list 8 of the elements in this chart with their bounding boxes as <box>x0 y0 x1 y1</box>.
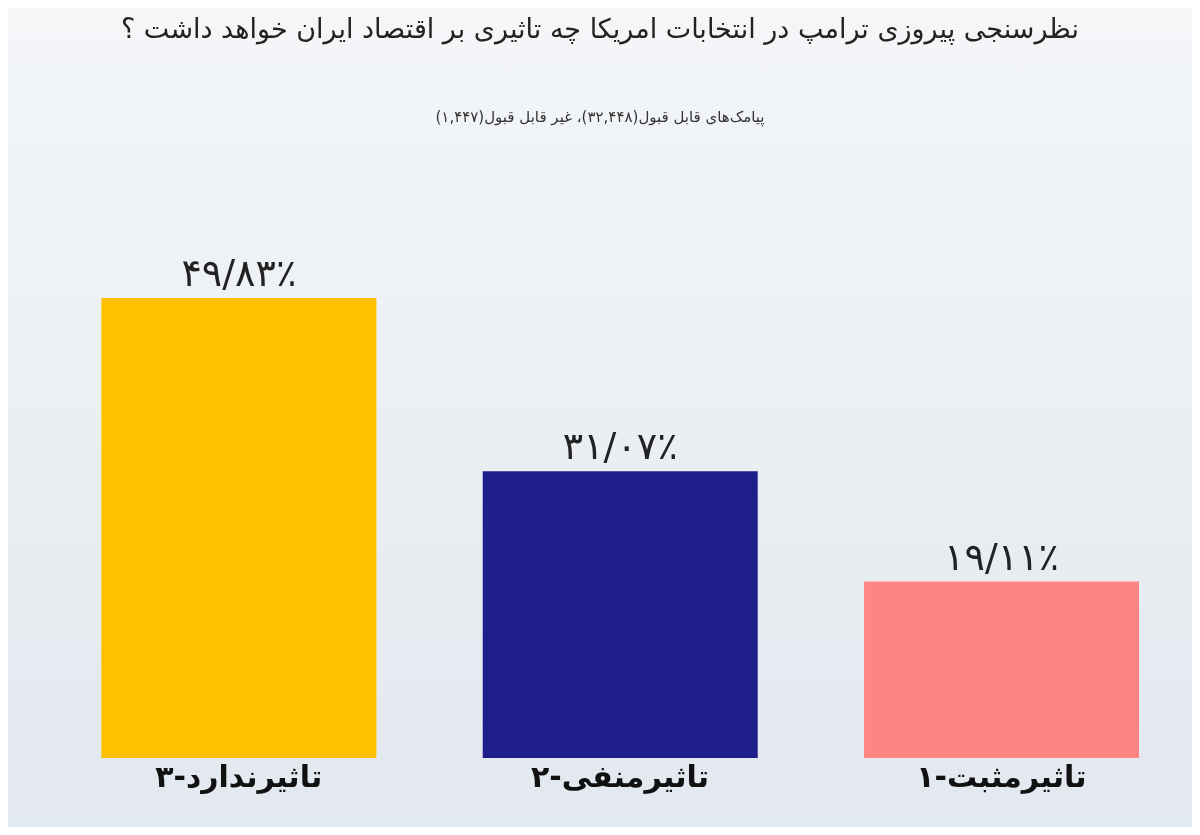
x-tick-label: ۱-تاثیرمثبت <box>916 759 1087 795</box>
data-label: ۱۹/۱۱٪ <box>944 534 1059 579</box>
x-tick-label: ۲-تاثیرمنفی <box>530 759 710 795</box>
chart-subtitle: پیامک‌های قابل قبول(۳۲,۴۴۸)، غیر قابل قبول(۱,۴۴۷) <box>434 108 766 126</box>
data-label: ۳۱/۰۷٪ <box>562 424 678 469</box>
x-tick-label: ۳-تاثیرندارد <box>155 759 323 795</box>
data-label: ۴۹/۸۳٪ <box>181 251 297 295</box>
chart-title: نظرسنجی پیروزی ترامپ در انتخابات امریکا چه تاثیری بر اقتصاد ایران خواهد داشت ؟ <box>119 13 1081 44</box>
